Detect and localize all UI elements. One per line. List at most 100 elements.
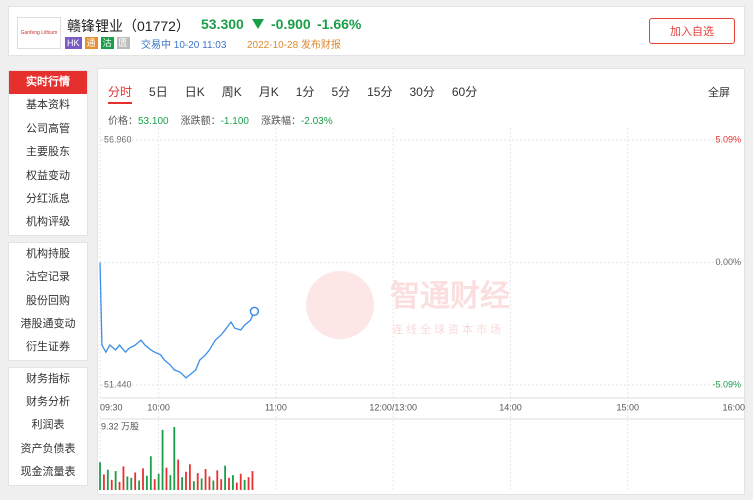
volume-bar — [130, 477, 133, 490]
info-label: 价格： — [108, 116, 138, 127]
tab[interactable]: 分时 — [108, 83, 133, 104]
volume-bar — [99, 462, 101, 490]
info-item: 涨跌额：-1.100 — [181, 112, 249, 127]
x-tick-label: 14:00 — [499, 402, 522, 412]
sidebar-item[interactable]: 公司高管 — [26, 122, 70, 135]
volume-bar — [126, 476, 129, 490]
sidebar-item[interactable]: 财务指标 — [26, 372, 70, 385]
volume-bar — [122, 466, 125, 490]
add-watchlist-button[interactable]: 加入自选 — [649, 18, 735, 44]
volume-bar — [235, 482, 238, 490]
volume-bar — [169, 475, 172, 490]
volume-bar — [106, 469, 109, 490]
volume-bar — [157, 473, 160, 490]
info-label: 涨跌幅： — [260, 116, 301, 127]
volume-bar — [224, 465, 226, 490]
y2-tick-label: 5.09% — [715, 134, 741, 144]
volume-bar — [149, 456, 152, 490]
sidebar: 实时行情基本资料公司高管主要股东权益变动分红派息机构评级机构持股沽空记录股份回购… — [8, 70, 88, 492]
tab[interactable]: 15分 — [367, 85, 393, 99]
y-tick-label: 56.960 — [104, 134, 132, 144]
y-tick-label: 51.440 — [104, 379, 132, 389]
tab[interactable]: 5分 — [331, 85, 351, 99]
volume-bar — [220, 479, 223, 490]
tab[interactable]: 1分 — [295, 85, 315, 99]
info-value: -1.100 — [220, 116, 249, 127]
tab[interactable]: 周K — [221, 85, 242, 99]
volume-bar — [216, 470, 219, 490]
chart-panel: 分时 5日 日K 周K 月K 1分 5分 15分 30分 60分 全屏 价格：53.100 涨跌额：… — [97, 68, 745, 495]
info-item: 价格：53.100 — [108, 112, 169, 127]
sidebar-item[interactable]: 股份回购 — [26, 294, 70, 307]
tags: HK 通沽匮 — [65, 37, 130, 49]
volume-bar — [212, 480, 215, 490]
sidebar-item[interactable]: 实时行情 — [9, 71, 87, 95]
info-label: 涨跌额： — [180, 116, 221, 127]
sidebar-item[interactable]: 权益变动 — [26, 169, 70, 182]
last-point — [249, 306, 260, 317]
tab[interactable]: 月K — [258, 85, 279, 99]
volume-bar — [134, 472, 137, 490]
x-tick-label: 16:00 — [722, 402, 745, 412]
volume-bar — [243, 479, 246, 490]
volume-bar — [118, 481, 121, 490]
x-tick-label: 12:00/13:00 — [369, 402, 417, 412]
x-tick-label: 11:00 — [265, 402, 287, 412]
y2-tick-label: 0.00% — [715, 257, 741, 267]
sidebar-item[interactable]: 分红派息 — [26, 192, 70, 205]
volume-bar — [239, 473, 242, 490]
watermark-logo — [306, 271, 374, 339]
x-tick-label: 10:00 — [147, 402, 170, 412]
sidebar-item[interactable]: 机构评级 — [26, 216, 70, 229]
tab[interactable]: 30分 — [409, 85, 435, 99]
volume-bar — [142, 468, 144, 490]
status: 交易中 10-20 11:03 — [141, 40, 227, 51]
sidebar-item[interactable]: 现金流量表 — [20, 466, 76, 479]
volume-bar — [165, 467, 168, 490]
report-note[interactable]: 2022-10-28 发布财报 — [247, 40, 341, 51]
volume-bar — [161, 429, 164, 490]
sidebar-item[interactable]: 沽空记录 — [26, 271, 70, 284]
tag: 匮 — [116, 37, 130, 49]
tag: HK — [65, 37, 82, 49]
volume-tick-label: 9.32 万股 — [101, 421, 139, 431]
volume-bar — [247, 477, 250, 490]
sidebar-item[interactable]: 主要股东 — [26, 146, 70, 159]
tag: 通 — [84, 37, 98, 49]
sidebar-item[interactable]: 资产负债表 — [20, 442, 76, 455]
volume-bar — [200, 478, 203, 490]
volume-bar — [192, 481, 195, 490]
x-tick-label: 09:30 — [100, 402, 123, 412]
button-label: 加入自选 — [670, 26, 714, 38]
y2-tick-label: -5.09% — [712, 379, 741, 389]
sidebar-item[interactable]: 衍生证券 — [26, 341, 70, 354]
info-bar: 价格：53.100 涨跌额：-1.100 涨跌幅：-2.03% — [108, 112, 333, 127]
sidebar-group: 财务指标财务分析利润表资产负债表现金流量表 — [8, 366, 88, 486]
volume-bar — [196, 473, 199, 490]
tag: 沽 — [100, 37, 114, 49]
sidebar-item[interactable]: 基本资料 — [26, 99, 70, 112]
volume-bar — [185, 471, 187, 490]
sidebar-item[interactable]: 机构持股 — [26, 247, 70, 260]
volume-bar — [146, 475, 148, 490]
header: Ganfeng Lithium 赣锋锂业（01772） 53.300 -0.90… — [8, 6, 745, 56]
price: 53.300 — [201, 16, 244, 32]
sidebar-item[interactable]: 利润表 — [31, 419, 65, 432]
volume-bar — [232, 475, 234, 490]
fullscreen[interactable]: 全屏 — [708, 87, 730, 99]
volume-bar — [251, 471, 254, 490]
watermark-title: 智通财经 — [390, 279, 510, 313]
volume-bar — [153, 479, 156, 490]
sidebar-item[interactable]: 财务分析 — [26, 396, 70, 409]
price-line — [99, 262, 256, 379]
tab[interactable]: 60分 — [451, 85, 478, 99]
sidebar-item[interactable]: 港股通变动 — [20, 317, 76, 330]
tab[interactable]: 日K — [184, 85, 205, 99]
volume-bar — [103, 474, 105, 490]
change-pct: -1.66% — [317, 16, 362, 32]
sidebar-group: 实时行情基本资料公司高管主要股东权益变动分红派息机构评级 — [8, 70, 88, 236]
info-value: 53.100 — [138, 116, 169, 127]
tab[interactable]: 5日 — [149, 85, 168, 99]
